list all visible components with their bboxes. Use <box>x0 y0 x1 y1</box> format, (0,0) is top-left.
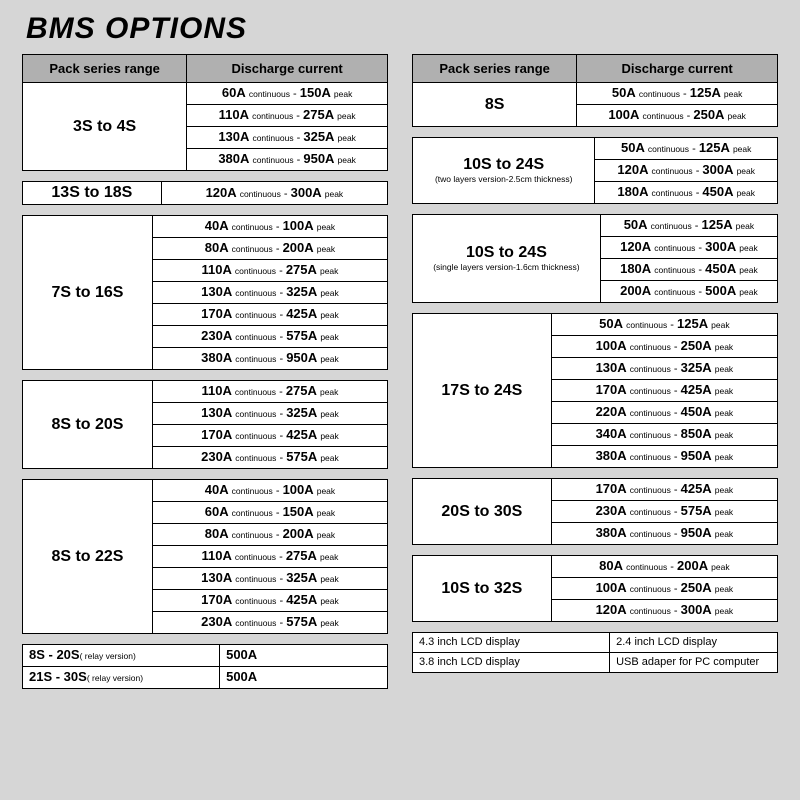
pack-range-cell: 20S to 30S <box>413 479 552 545</box>
discharge-cell: 50A continuous - 125A peak <box>577 83 778 105</box>
options-table: 10S to 24S(single layers version-1.6cm t… <box>412 214 778 303</box>
options-table: 10S to 24S(two layers version-2.5cm thic… <box>412 137 778 204</box>
pack-range-cell: 3S to 4S <box>23 83 187 171</box>
discharge-cell: 110A continuous - 275A peak <box>187 105 388 127</box>
options-table: 17S to 24S50A continuous - 125A peak100A… <box>412 313 778 468</box>
pack-range-cell: 10S to 24S(single layers version-1.6cm t… <box>413 215 601 303</box>
discharge-cell: 120A continuous - 300A peak <box>551 600 777 622</box>
accessory-cell: 4.3 inch LCD display <box>413 633 610 653</box>
columns: Pack series rangeDischarge current3S to … <box>22 54 778 693</box>
page-title: BMS OPTIONS <box>26 12 778 46</box>
options-table: 7S to 16S40A continuous - 100A peak80A c… <box>22 215 388 370</box>
discharge-cell: 100A continuous - 250A peak <box>551 578 777 600</box>
discharge-cell: 50A continuous - 125A peak <box>551 314 777 336</box>
pack-range-cell: 10S to 32S <box>413 556 552 622</box>
accessory-table: 4.3 inch LCD display2.4 inch LCD display… <box>412 632 778 673</box>
discharge-cell: 380A continuous - 950A peak <box>187 149 388 171</box>
discharge-cell: 120A continuous - 300A peak <box>595 160 778 182</box>
discharge-cell: 380A continuous - 950A peak <box>551 523 777 545</box>
discharge-cell: 230A continuous - 575A peak <box>152 612 387 634</box>
pack-range-cell: 8S to 20S <box>23 381 153 469</box>
discharge-cell: 60A continuous - 150A peak <box>187 83 388 105</box>
discharge-cell: 120A continuous - 300A peak <box>600 237 777 259</box>
pack-range-cell: 8S <box>413 83 577 127</box>
discharge-cell: 80A continuous - 200A peak <box>152 238 387 260</box>
discharge-cell: 230A continuous - 575A peak <box>152 326 387 348</box>
header-pack: Pack series range <box>413 55 577 83</box>
discharge-cell: 130A continuous - 325A peak <box>551 358 777 380</box>
discharge-cell: 340A continuous - 850A peak <box>551 424 777 446</box>
header-discharge: Discharge current <box>577 55 778 83</box>
pack-range-cell: 7S to 16S <box>23 216 153 370</box>
discharge-cell: 180A continuous - 450A peak <box>595 182 778 204</box>
pack-range-cell: 10S to 24S(two layers version-2.5cm thic… <box>413 138 595 204</box>
discharge-cell: 60A continuous - 150A peak <box>152 502 387 524</box>
discharge-cell: 110A continuous - 275A peak <box>152 546 387 568</box>
relay-value-cell: 500A <box>220 645 388 667</box>
options-table: Pack series rangeDischarge current3S to … <box>22 54 388 171</box>
left-column: Pack series rangeDischarge current3S to … <box>22 54 388 693</box>
discharge-cell: 100A continuous - 250A peak <box>551 336 777 358</box>
discharge-cell: 50A continuous - 125A peak <box>595 138 778 160</box>
discharge-cell: 380A continuous - 950A peak <box>152 348 387 370</box>
discharge-cell: 170A continuous - 425A peak <box>152 425 387 447</box>
options-table: 8S to 22S40A continuous - 100A peak60A c… <box>22 479 388 634</box>
discharge-cell: 200A continuous - 500A peak <box>600 281 777 303</box>
discharge-cell: 130A continuous - 325A peak <box>187 127 388 149</box>
discharge-cell: 230A continuous - 575A peak <box>152 447 387 469</box>
pack-range-cell: 8S to 22S <box>23 480 153 634</box>
discharge-cell: 170A continuous - 425A peak <box>152 304 387 326</box>
options-table: 20S to 30S170A continuous - 425A peak230… <box>412 478 778 545</box>
header-discharge: Discharge current <box>187 55 388 83</box>
options-table: Pack series rangeDischarge current8S50A … <box>412 54 778 127</box>
discharge-cell: 130A continuous - 325A peak <box>152 568 387 590</box>
discharge-cell: 220A continuous - 450A peak <box>551 402 777 424</box>
pack-range-cell: 13S to 18S <box>23 182 162 205</box>
discharge-cell: 170A continuous - 425A peak <box>551 479 777 501</box>
header-pack: Pack series range <box>23 55 187 83</box>
accessory-cell: 2.4 inch LCD display <box>610 633 778 653</box>
relay-table: 8S - 20S( relay version)500A21S - 30S( r… <box>22 644 388 689</box>
discharge-cell: 170A continuous - 425A peak <box>551 380 777 402</box>
discharge-cell: 110A continuous - 275A peak <box>152 381 387 403</box>
discharge-cell: 100A continuous - 250A peak <box>577 105 778 127</box>
discharge-cell: 40A continuous - 100A peak <box>152 480 387 502</box>
options-table: 13S to 18S120A continuous - 300A peak <box>22 181 388 205</box>
accessory-cell: 3.8 inch LCD display <box>413 653 610 673</box>
options-table: 8S to 20S110A continuous - 275A peak130A… <box>22 380 388 469</box>
discharge-cell: 40A continuous - 100A peak <box>152 216 387 238</box>
discharge-cell: 170A continuous - 425A peak <box>152 590 387 612</box>
relay-range-cell: 21S - 30S( relay version) <box>23 667 220 689</box>
right-column: Pack series rangeDischarge current8S50A … <box>412 54 778 693</box>
discharge-cell: 110A continuous - 275A peak <box>152 260 387 282</box>
discharge-cell: 50A continuous - 125A peak <box>600 215 777 237</box>
relay-value-cell: 500A <box>220 667 388 689</box>
discharge-cell: 130A continuous - 325A peak <box>152 282 387 304</box>
relay-range-cell: 8S - 20S( relay version) <box>23 645 220 667</box>
pack-range-cell: 17S to 24S <box>413 314 552 468</box>
discharge-cell: 80A continuous - 200A peak <box>551 556 777 578</box>
accessory-cell: USB adaper for PC computer <box>610 653 778 673</box>
discharge-cell: 120A continuous - 300A peak <box>161 182 387 205</box>
discharge-cell: 230A continuous - 575A peak <box>551 501 777 523</box>
discharge-cell: 130A continuous - 325A peak <box>152 403 387 425</box>
discharge-cell: 80A continuous - 200A peak <box>152 524 387 546</box>
discharge-cell: 180A continuous - 450A peak <box>600 259 777 281</box>
discharge-cell: 380A continuous - 950A peak <box>551 446 777 468</box>
options-table: 10S to 32S80A continuous - 200A peak100A… <box>412 555 778 622</box>
page: BMS OPTIONS Pack series rangeDischarge c… <box>0 0 800 701</box>
